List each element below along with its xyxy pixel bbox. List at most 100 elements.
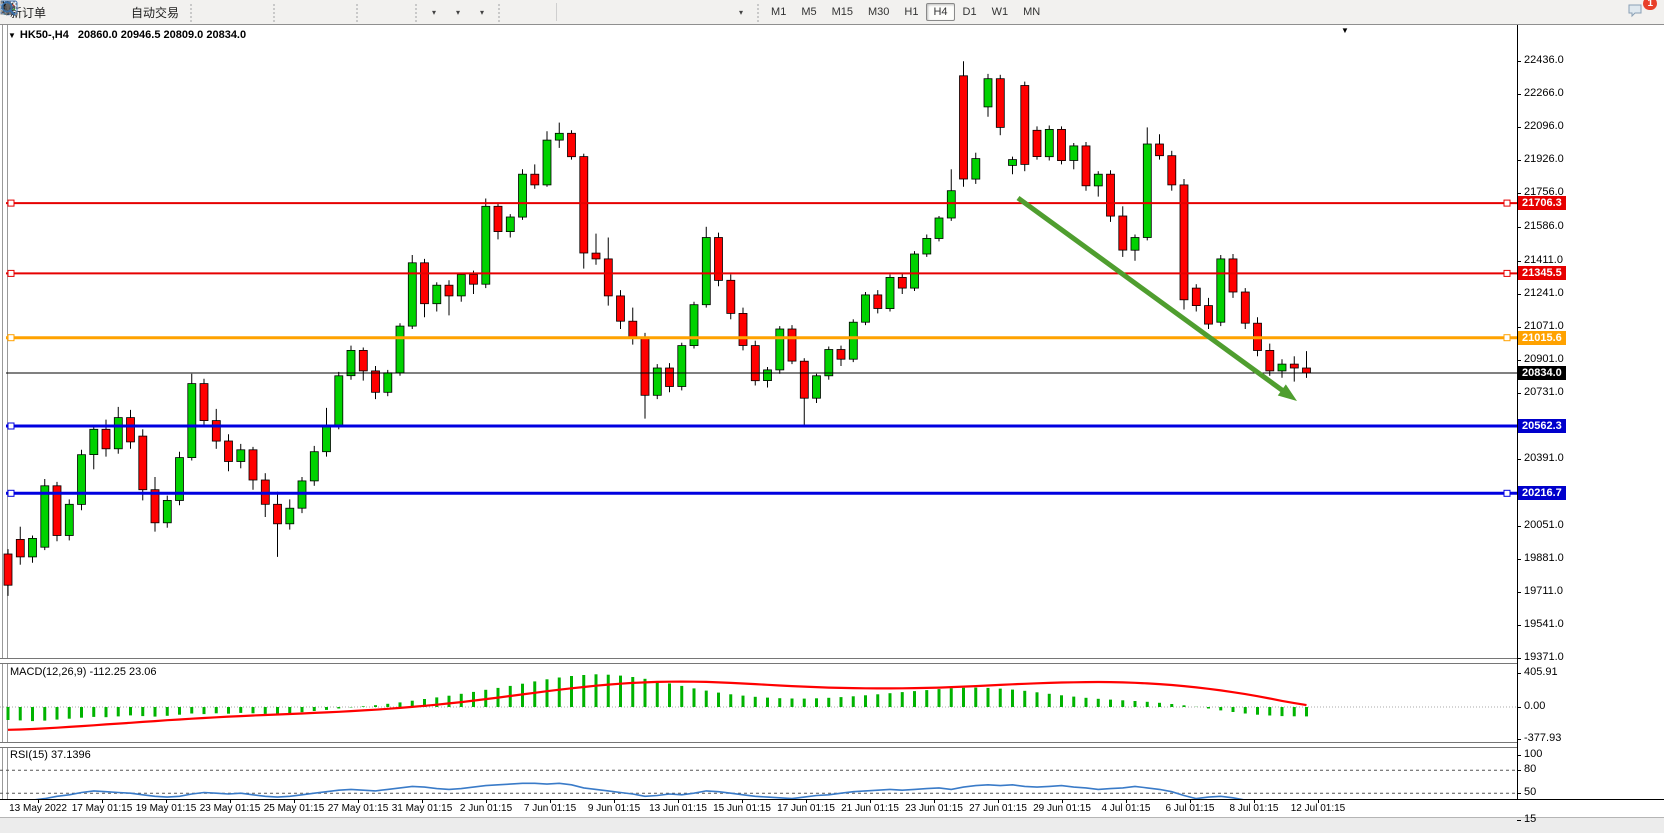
price-tick-label: 22266.0	[1524, 87, 1564, 99]
date-tick-label: 12 Jul 01:15	[1290, 803, 1346, 814]
timeframe-h1[interactable]: H1	[904, 6, 919, 18]
date-tick-label: 21 Jun 01:15	[841, 803, 899, 814]
market-icon[interactable]	[1, 1, 76, 23]
axis-tick	[1517, 673, 1521, 674]
crosshair-icon[interactable]	[1, 1, 552, 23]
chart-shift-icon[interactable]	[1, 2, 386, 23]
zoom-in-icon[interactable]	[1, 1, 303, 23]
price-tick-label: 19541.0	[1524, 618, 1564, 630]
axis-tick	[294, 800, 295, 803]
price-tick-label: 22436.0	[1524, 54, 1564, 66]
search-icon[interactable]	[1, 1, 1626, 23]
price-chart-plot[interactable]	[0, 25, 1517, 658]
zoom-out-icon[interactable]	[1, 1, 327, 23]
collapse-caret-icon[interactable]: ▼	[8, 31, 16, 40]
timeframe-m30[interactable]: M30	[868, 6, 890, 18]
axis-tick	[1517, 61, 1521, 62]
axis-tick	[1517, 559, 1521, 560]
cursor-icon[interactable]	[3, 1, 528, 23]
text-label-icon[interactable]: T	[0, 1, 728, 23]
rsi-tick-label: 15	[1524, 813, 1537, 825]
fibonacci-icon[interactable]: F	[1, 2, 680, 23]
toolbar-divider	[556, 3, 558, 21]
rsi-panel[interactable]	[0, 746, 1517, 799]
timeframe-m15[interactable]: M15	[831, 6, 853, 18]
horizontal-line-icon[interactable]	[2, 2, 608, 23]
price-tick-label: 21071.0	[1524, 320, 1564, 332]
date-tick-label: 25 May 01:15	[263, 803, 325, 814]
axis-tick	[1517, 360, 1521, 361]
axis-tick	[422, 800, 423, 803]
charts-window-icon[interactable]	[0, 0, 100, 23]
time-axis[interactable]: 13 May 2022 17 May 01:15 19 May 01:15 23 Ma…	[0, 799, 1664, 818]
line-chart-icon[interactable]	[1, 2, 268, 23]
price-tick-label: 21241.0	[1524, 287, 1564, 299]
bar-chart-icon[interactable]	[2, 2, 220, 23]
date-tick-label: 13 Jun 01:15	[649, 803, 707, 814]
axis-tick	[806, 800, 807, 803]
trendline-icon[interactable]	[2, 2, 632, 23]
auto-scroll-icon[interactable]	[1, 2, 410, 23]
timeframe-m1[interactable]: M1	[771, 6, 787, 18]
price-tick-label: 19711.0	[1524, 585, 1563, 597]
date-tick-label: 6 Jul 01:15	[1165, 803, 1215, 814]
date-tick-label: 23 Jun 01:15	[905, 803, 963, 814]
timeframe-h4[interactable]: H4	[926, 3, 955, 21]
axis-tick	[1517, 393, 1521, 394]
templates-icon[interactable]: ▾	[0, 0, 493, 23]
price-tag-20834.0: 20834.0	[1518, 366, 1566, 380]
price-tick-label: 20051.0	[1524, 519, 1564, 531]
date-tick-label: 23 May 01:15	[199, 803, 261, 814]
dropdown-caret-icon: ▾	[432, 7, 437, 17]
axis-tick	[1517, 261, 1521, 262]
axis-tick	[934, 800, 935, 803]
scroll-anchor-icon[interactable]: ▼	[1341, 26, 1349, 35]
date-tick-label: 13 May 2022	[9, 803, 67, 814]
dropdown-caret-icon: ▾	[456, 7, 461, 17]
auto-trading-button[interactable]: 自动交易	[0, 1, 185, 24]
periods-icon[interactable]: ▾	[0, 0, 469, 23]
vertical-line-icon[interactable]	[6, 2, 584, 23]
date-tick-label: 8 Jul 01:15	[1229, 803, 1279, 814]
axis-tick	[1517, 127, 1521, 128]
macd-panel[interactable]	[0, 662, 1517, 742]
signals-icon[interactable]	[4, 2, 124, 23]
price-tick-label: 21926.0	[1524, 153, 1564, 165]
date-tick-label: 19 May 01:15	[135, 803, 197, 814]
auto-trading-label: 自动交易	[131, 5, 180, 20]
axis-tick	[870, 800, 871, 803]
text-icon[interactable]: A	[3, 1, 704, 23]
panel-separator[interactable]	[0, 742, 1517, 748]
price-tag-20216.7: 20216.7	[1518, 486, 1566, 500]
candlestick-chart-icon[interactable]	[2, 1, 244, 23]
macd-label: MACD(12,26,9) -112.25 23.06	[10, 666, 157, 678]
axis-tick	[358, 800, 359, 803]
arrows-icon[interactable]: ▾	[4, 2, 752, 23]
equidistant-channel-icon[interactable]: E	[1, 2, 656, 23]
axis-tick	[102, 800, 103, 803]
axis-tick	[678, 800, 679, 803]
timeframe-mn[interactable]: MN	[1023, 6, 1041, 18]
toolbar-separator	[413, 2, 420, 22]
panel-separator[interactable]	[0, 658, 1517, 664]
toolbar: 新订单 自动交易	[0, 0, 1664, 25]
axis-tick	[1126, 800, 1127, 803]
timeframe-m5[interactable]: M5	[801, 6, 817, 18]
date-tick-label: 9 Jun 01:15	[587, 803, 641, 814]
axis-tick	[1517, 755, 1521, 756]
notification-badge: 1	[1643, 0, 1657, 10]
notifications-icon[interactable]: 1	[1627, 0, 1657, 23]
date-tick-label: 15 Jun 01:15	[713, 803, 771, 814]
tile-windows-icon[interactable]	[1, 2, 351, 23]
price-tick-label: 19881.0	[1524, 552, 1564, 564]
axis-tick	[1517, 193, 1521, 194]
new-chart-icon[interactable]: ▾	[0, 1, 445, 23]
timeframe-bar: M1 M5 M15 M30 H1 H4 D1 W1 MN	[764, 3, 1047, 21]
date-tick-label: 17 Jun 01:15	[777, 803, 835, 814]
axis-tick	[166, 800, 167, 803]
new-order-label: 新订单	[10, 5, 47, 20]
axis-tick	[1517, 526, 1521, 527]
timeframe-w1[interactable]: W1	[991, 6, 1009, 18]
timeframe-d1[interactable]: D1	[962, 6, 977, 18]
